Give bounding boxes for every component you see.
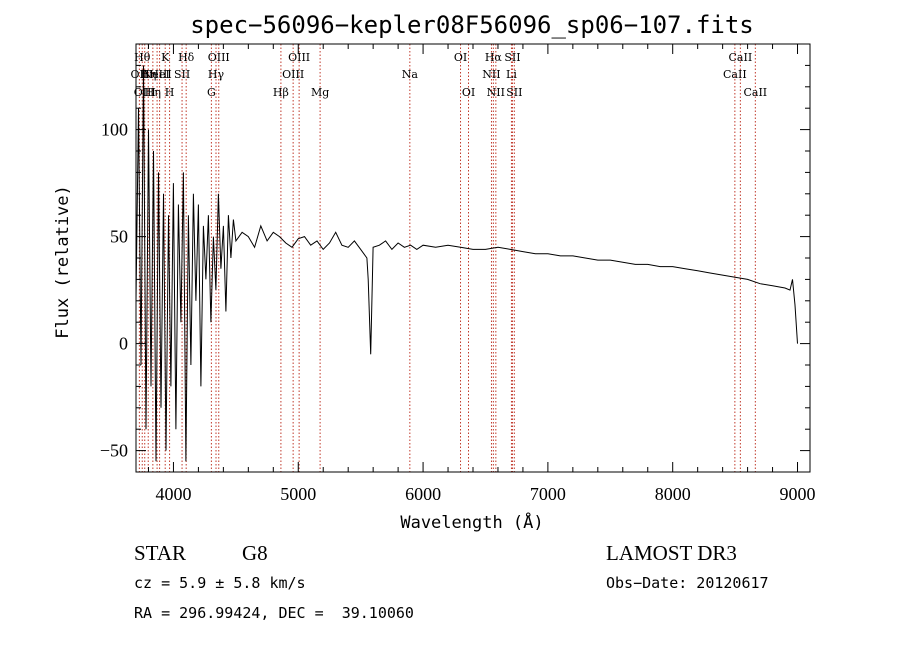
survey-name: LAMOST DR3 — [606, 541, 737, 565]
line-label: Hδ — [178, 51, 195, 64]
x-tick-label: 6000 — [405, 484, 441, 504]
line-label: Hθ — [134, 51, 151, 64]
x-axis-label: Wavelength (Å) — [400, 511, 543, 533]
line-label: OI — [454, 51, 467, 64]
line-label: HeI — [149, 68, 169, 81]
x-tick-label: 5000 — [280, 484, 316, 504]
line-label: OIII — [134, 86, 156, 99]
chart-title: spec−56096−kepler08F56096_sp06−107.fits — [190, 11, 754, 39]
line-label: OIII — [288, 51, 310, 64]
line-label: SII — [506, 86, 522, 99]
line-label: NII — [482, 68, 500, 81]
line-label: Mg — [311, 86, 329, 99]
spectral-line-markers — [138, 44, 756, 472]
y-tick-label: 0 — [119, 334, 128, 354]
x-tick-label: 7000 — [530, 484, 566, 504]
line-label: CaII — [723, 68, 747, 81]
y-tick-label: 100 — [101, 120, 128, 140]
y-tick-label: −50 — [100, 441, 128, 461]
line-label: Hβ — [273, 86, 289, 99]
x-tick-label: 4000 — [155, 484, 191, 504]
y-tick-label: 50 — [110, 227, 128, 247]
spectrum-series — [135, 65, 798, 462]
line-label: Hη — [140, 68, 156, 81]
coordinates: RA = 296.99424, DEC = 39.10060 — [134, 604, 414, 622]
line-label: SII — [174, 68, 190, 81]
line-label: CaII — [729, 51, 753, 64]
line-label: Hα — [485, 51, 503, 64]
observation-date: Obs−Date: 20120617 — [606, 574, 769, 592]
line-label: OI — [462, 86, 475, 99]
line-label: NeIII — [143, 68, 172, 81]
spectral-line-labels: OIIHθOIIIHηHηNeIIIHeIKHSIIHδGHγOIIIHβOII… — [131, 51, 768, 99]
y-axis: −50 0 50 100 — [100, 64, 810, 461]
redshift-cz: cz = 5.9 ± 5.8 km/s — [134, 574, 306, 592]
object-subclass: G8 — [242, 541, 268, 565]
line-label: Hγ — [208, 68, 225, 81]
x-tick-label: 9000 — [780, 484, 816, 504]
plot-frame — [135, 43, 811, 473]
x-axis: 4000 5000 6000 7000 8000 9000 — [147, 44, 816, 504]
spectrum-line — [135, 65, 798, 462]
line-label: CaII — [743, 86, 767, 99]
line-label: K — [161, 51, 170, 64]
line-label: OIII — [208, 51, 230, 64]
line-label: Hη — [145, 86, 161, 99]
line-label: NII — [487, 86, 505, 99]
x-tick-label: 8000 — [655, 484, 691, 504]
line-label: OIII — [282, 68, 304, 81]
y-axis-label: Flux (relative) — [53, 185, 73, 339]
line-label: G — [207, 86, 216, 99]
object-class: STAR — [134, 541, 186, 565]
line-label: SII — [504, 51, 520, 64]
line-label: H — [165, 86, 175, 99]
line-label: Na — [402, 68, 419, 81]
line-label: Li — [506, 68, 517, 81]
